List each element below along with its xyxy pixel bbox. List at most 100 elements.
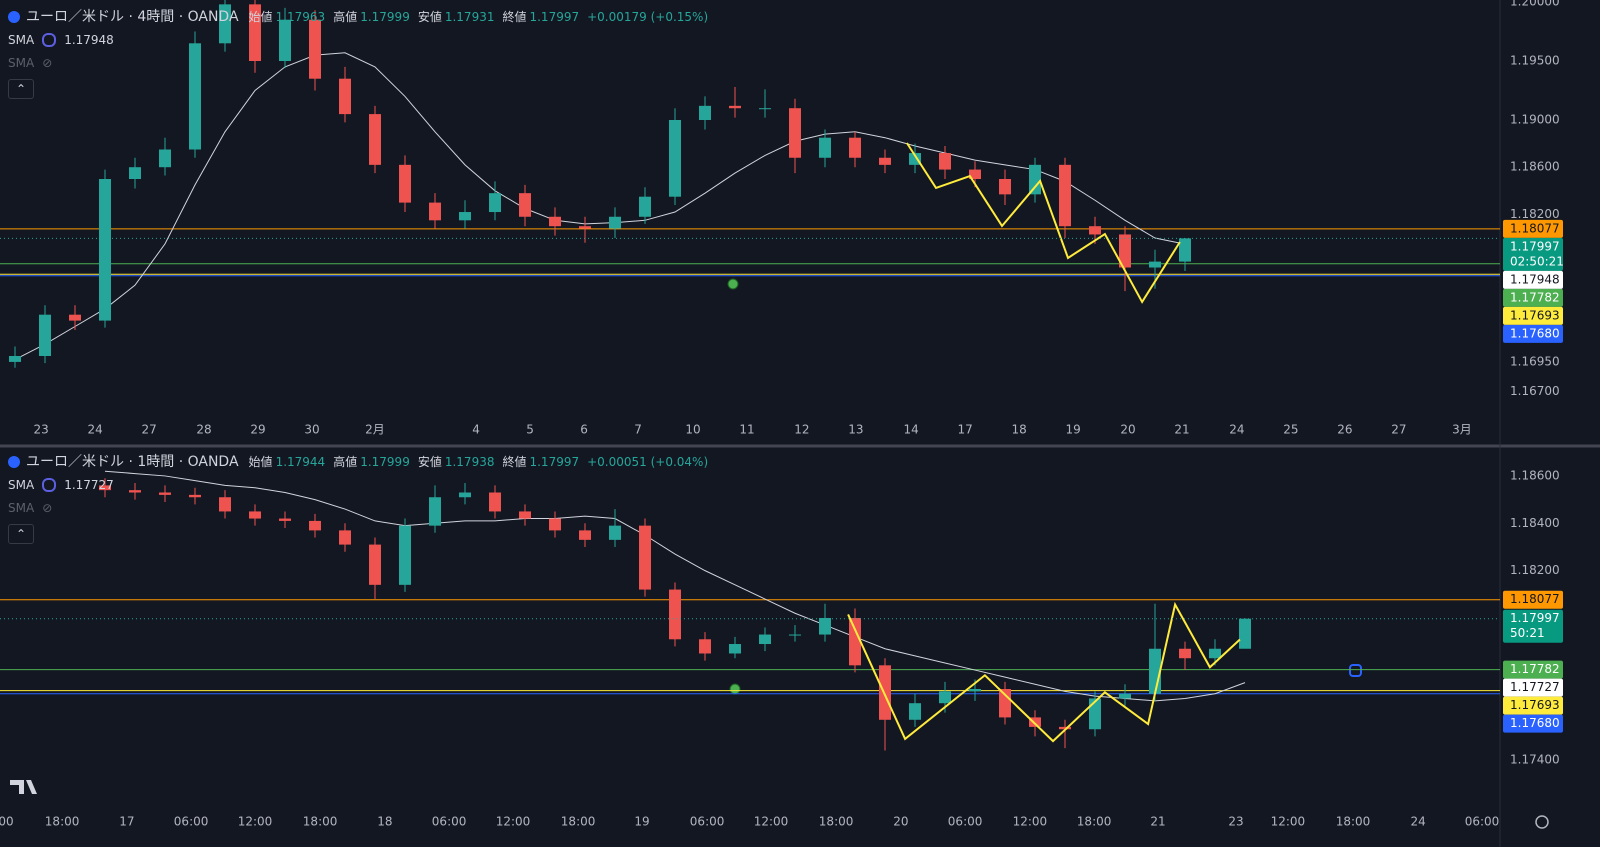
- candle-body: [939, 691, 951, 704]
- candle-body: [669, 120, 681, 197]
- candle-body: [789, 108, 801, 158]
- x-tick-label: 06:00: [948, 815, 983, 829]
- x-tick-label: 06:00: [690, 815, 725, 829]
- candle-body: [549, 518, 561, 531]
- x-tick-label: 24: [1410, 815, 1425, 829]
- price-tag-label: 1.18077: [1510, 221, 1560, 235]
- indicator-icon: [42, 33, 57, 47]
- candle-body: [309, 520, 321, 531]
- settings-icon[interactable]: [1535, 815, 1549, 829]
- x-tick-label: 00: [0, 815, 14, 829]
- x-tick-label: 23: [1228, 815, 1243, 829]
- candle-body: [369, 114, 381, 165]
- candle-body: [129, 490, 141, 493]
- candle-body: [1089, 226, 1101, 235]
- indicator-row: SMA ⊘: [8, 52, 708, 75]
- x-tick-label: 12:00: [496, 815, 531, 829]
- price-tag: [1503, 696, 1563, 715]
- candle-body: [1029, 164, 1041, 195]
- candle-body: [789, 634, 801, 636]
- x-tick-label: 18:00: [1077, 815, 1112, 829]
- indicator-name: SMA: [8, 478, 35, 492]
- x-tick-label: 18:00: [819, 815, 854, 829]
- candle-body: [879, 665, 891, 720]
- candle-body: [1059, 726, 1071, 730]
- indicator-value: 1.17727: [64, 478, 114, 492]
- sma-line: [14, 52, 1186, 360]
- x-tick-label: 2月: [365, 423, 385, 437]
- x-tick-label: 3月: [1452, 423, 1472, 437]
- indicator-icon: [42, 478, 57, 492]
- x-tick-label: 20: [1120, 423, 1135, 437]
- candle-body: [1209, 648, 1221, 659]
- x-tick-label: 25: [1283, 423, 1298, 437]
- x-tick-label: 21: [1174, 423, 1189, 437]
- x-tick-label: 19: [1065, 423, 1080, 437]
- price-tag: [1503, 324, 1563, 343]
- candle-body: [549, 216, 561, 227]
- candle-body: [759, 108, 771, 110]
- ohlc-value: 1.17963: [275, 10, 326, 24]
- price-tag: [1503, 306, 1563, 325]
- drawing-handle[interactable]: [1349, 664, 1362, 677]
- y-tick-label: 1.18400: [1510, 516, 1560, 530]
- ohlc-label: 安値: [417, 10, 442, 24]
- x-tick-label: 11: [739, 423, 754, 437]
- y-tick-label: 1.19000: [1510, 113, 1560, 127]
- indicator-row: SMA 1.17948: [8, 29, 708, 52]
- candle-body: [489, 193, 501, 213]
- x-tick-label: 18: [377, 815, 392, 829]
- x-tick-label: 30: [304, 423, 319, 437]
- price-tag-label: 1.17782: [1510, 662, 1560, 676]
- collapse-row: ⌃: [8, 520, 708, 546]
- candle-body: [849, 137, 861, 158]
- candle-body: [69, 314, 81, 321]
- x-tick-label: 28: [196, 423, 211, 437]
- y-tick-label: 1.16700: [1510, 384, 1560, 398]
- x-tick-label: 29: [250, 423, 265, 437]
- candle-body: [729, 105, 741, 109]
- collapse-button[interactable]: ⌃: [8, 79, 34, 99]
- candle-body: [1179, 648, 1191, 659]
- candle-body: [399, 164, 411, 203]
- candle-body: [849, 617, 861, 666]
- x-tick-label: 24: [1229, 423, 1244, 437]
- y-tick-label: 1.19500: [1510, 54, 1560, 68]
- candle-body: [879, 157, 891, 165]
- x-tick-label: 12:00: [1271, 815, 1306, 829]
- candle-body: [1179, 238, 1191, 262]
- candle-body: [819, 137, 831, 158]
- event-marker[interactable]: [727, 278, 739, 290]
- candle-body: [339, 78, 351, 115]
- candle-body: [1149, 261, 1161, 268]
- candle-body: [609, 216, 621, 229]
- x-tick-label: 18: [1011, 423, 1026, 437]
- candle-body: [429, 202, 441, 221]
- legend-header: ユーロ／米ドル · 4時間 · OANDA 始値 1.17963 高値 1.17999 安…: [8, 6, 708, 101]
- candle-body: [489, 492, 501, 512]
- candle-body: [249, 4, 261, 62]
- candle-body: [699, 639, 711, 654]
- indicator-row: SMA 1.17727: [8, 474, 708, 497]
- price-tag-label: 1.17680: [1510, 716, 1560, 730]
- hidden-icon: ⊘: [42, 56, 53, 70]
- ohlc-value: 1.17999: [360, 455, 410, 469]
- collapse-button[interactable]: ⌃: [8, 524, 34, 544]
- candle-body: [969, 169, 981, 180]
- price-tag: [1503, 270, 1563, 289]
- symbol-name: ユーロ／米ドル · 4時間 · OANDA: [26, 9, 239, 25]
- event-marker[interactable]: [729, 683, 741, 695]
- x-tick-label: 10: [685, 423, 700, 437]
- candle-body: [129, 167, 141, 180]
- x-tick-label: 12:00: [238, 815, 273, 829]
- y-tick-label: 1.18200: [1510, 207, 1560, 221]
- candle-body: [249, 511, 261, 519]
- candle-body: [39, 314, 51, 357]
- candle-body: [1119, 693, 1131, 699]
- ohlc-label: 高値: [333, 455, 358, 469]
- candle-body: [189, 43, 201, 150]
- symbol-row: ユーロ／米ドル · 1時間 · OANDA 始値 1.17944 高値 1.17999 安…: [8, 451, 708, 474]
- candle-body: [969, 688, 981, 692]
